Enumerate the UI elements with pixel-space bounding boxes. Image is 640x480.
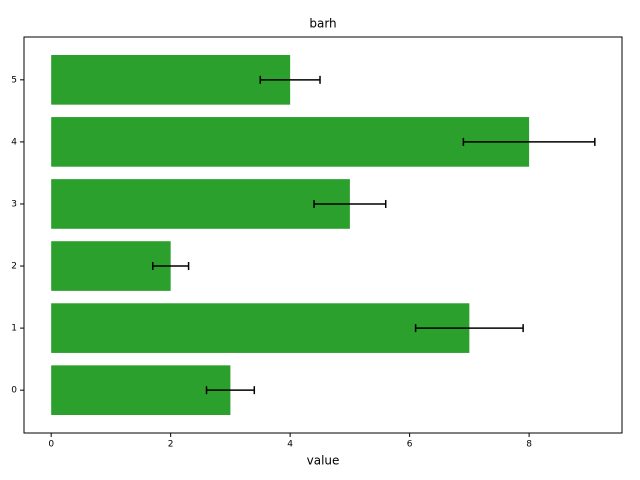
error-bar xyxy=(414,324,524,333)
bar xyxy=(51,55,291,105)
bar xyxy=(51,365,231,415)
chart-title: barh xyxy=(309,17,336,31)
x-tick-label: 2 xyxy=(168,440,174,450)
error-bar xyxy=(205,386,256,395)
y-tick-label: 2 xyxy=(11,262,17,272)
bar xyxy=(51,179,350,229)
y-tick-label: 3 xyxy=(11,199,17,209)
error-bar xyxy=(462,137,596,146)
bar xyxy=(51,303,470,353)
y-tick-label: 5 xyxy=(11,75,17,85)
error-bar xyxy=(259,75,321,84)
y-tick-label: 4 xyxy=(11,137,17,147)
plot-frame xyxy=(23,36,623,434)
x-tick-label: 8 xyxy=(526,440,532,450)
bar xyxy=(51,241,171,291)
x-tick-label: 4 xyxy=(287,440,293,450)
x-tick-label: 0 xyxy=(48,440,54,450)
error-bar xyxy=(151,262,190,271)
x-axis-label: value xyxy=(307,454,340,468)
y-tick-label: 1 xyxy=(11,324,17,334)
y-tick-label: 0 xyxy=(11,386,17,396)
bar xyxy=(51,117,530,167)
x-tick-label: 6 xyxy=(407,440,413,450)
error-bar xyxy=(313,199,387,208)
